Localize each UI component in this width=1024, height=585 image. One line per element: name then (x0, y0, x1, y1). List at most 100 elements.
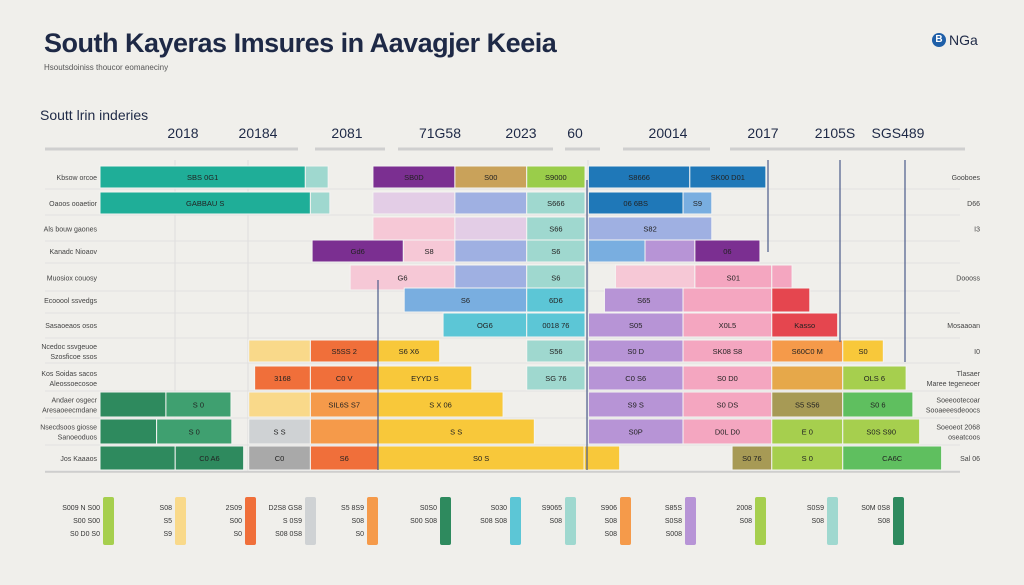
bar-segment (304, 165, 329, 189)
legend-label: S08 (352, 518, 365, 525)
bar-label: GABBAU S (186, 199, 224, 208)
bar-segment (771, 445, 844, 471)
bar-label: SK08 S8 (713, 347, 743, 356)
column-header: 2017 (747, 125, 778, 141)
bar-label: S0 76 (742, 454, 762, 463)
bar-label: S6 X6 (399, 347, 419, 356)
bar-segment (377, 391, 504, 418)
legend-swatch (620, 497, 631, 545)
section-title: Soutt lrin inderies (40, 107, 149, 123)
legend-label: S0S0 (420, 505, 437, 512)
bar-segment (583, 445, 621, 471)
bar-label: SB0D (404, 173, 424, 182)
page-subtitle: Hsoutsdoiniss thoucor eomaneciny (44, 63, 169, 72)
bar-segment (587, 365, 684, 391)
bar-segment (614, 264, 696, 291)
column-header: 2023 (505, 125, 536, 141)
bar-segment (254, 365, 311, 391)
logo-mark: B (932, 33, 946, 47)
row-label: Sanoeoduos (58, 435, 98, 442)
legend-label: S0 D0 S0 (70, 531, 100, 538)
bar-label: S00 (484, 173, 497, 182)
legend-label: S08 (605, 531, 618, 538)
legend-label: S08 (160, 505, 173, 512)
legend-label: D2S8 GS8 (269, 505, 303, 512)
legend-swatch (893, 497, 904, 545)
row-label: Aleossoecosoe (50, 381, 98, 388)
bar-segment (842, 391, 914, 418)
bar-label: S9 S (628, 401, 644, 410)
bar-label: S8 (425, 247, 434, 256)
bar-segment (682, 191, 713, 215)
row-label: Jos Kaaaos (60, 456, 97, 463)
legend-label: S85S (665, 505, 682, 512)
column-header: 2081 (331, 125, 362, 141)
bar-segment (248, 391, 311, 418)
legend-label: S08 S08 (480, 518, 507, 525)
bar-segment (771, 264, 793, 291)
bar-segment (309, 445, 379, 471)
bar-label: S666 (547, 199, 565, 208)
bar-segment (526, 191, 586, 215)
bar-segment (682, 418, 773, 445)
right-row-label: Sooaeeesdeoocs (926, 408, 981, 415)
right-row-label: I0 (974, 349, 980, 356)
bar-segment (454, 239, 528, 263)
bar-label: S0P (629, 428, 643, 437)
bar-segment (842, 339, 884, 363)
bar-label: S 0 (193, 401, 204, 410)
right-row-label: D66 (967, 201, 980, 208)
right-row-label: Mosaaoan (947, 323, 980, 330)
bar-segment (526, 287, 586, 313)
legend-label: S 0S9 (283, 518, 302, 525)
bar-segment (842, 445, 943, 471)
row-label: Sasaoeaos osos (45, 323, 97, 330)
legend-swatch (755, 497, 766, 545)
legend-label: S5 (163, 518, 172, 525)
bar-segment (682, 312, 773, 338)
legend-swatch (440, 497, 451, 545)
bar-segment (644, 239, 696, 263)
bar-label: C0 S6 (625, 374, 646, 383)
bar-segment (454, 191, 528, 215)
bar-label: 06 (723, 247, 731, 256)
bar-segment (526, 365, 586, 391)
bar-label: S9000 (545, 173, 567, 182)
bar-label: S 0 (802, 454, 813, 463)
legend-label: S08 (550, 518, 563, 525)
right-row-label: I3 (974, 227, 980, 234)
legend-swatch (305, 497, 316, 545)
legend-label: S08 (812, 518, 825, 525)
bar-segment (682, 365, 773, 391)
bar-segment (682, 287, 773, 313)
bar-label: Gd6 (351, 247, 365, 256)
page-title: South Kayeras Imsures in Aavagjer Keeia (44, 28, 557, 58)
bar-label: SK00 D01 (711, 173, 745, 182)
bar-label: 6D6 (549, 296, 563, 305)
bar-label: S6 (461, 296, 470, 305)
column-header: 20014 (649, 125, 688, 141)
column-header: 2105S (815, 125, 855, 141)
bar-label: S0S S90 (866, 428, 896, 437)
bar-segment (99, 445, 176, 471)
bar-label: S60C0 M (792, 347, 823, 356)
bar-label: S5SS 2 (331, 347, 356, 356)
bar-segment (99, 418, 158, 445)
bar-segment (526, 312, 586, 338)
brand-logo: B NGa (932, 32, 978, 48)
bar-label: S05 (629, 321, 642, 330)
right-row-label: oseatcoos (948, 435, 980, 442)
bar-label: S5 S56 (795, 401, 820, 410)
bar-segment (156, 418, 233, 445)
bar-label: S82 (643, 225, 656, 234)
bar-label: 3168 (274, 374, 291, 383)
legend-swatch (367, 497, 378, 545)
legend-label: S08 (878, 518, 891, 525)
bar-label: S S (274, 428, 286, 437)
legend-label: S00 S00 (73, 518, 100, 525)
legend-swatch (827, 497, 838, 545)
legend-label: S00 (230, 518, 243, 525)
bar-label: SG 76 (545, 374, 566, 383)
legend-label: S009 N S00 (62, 505, 100, 512)
bar-label: E 0 (802, 428, 813, 437)
